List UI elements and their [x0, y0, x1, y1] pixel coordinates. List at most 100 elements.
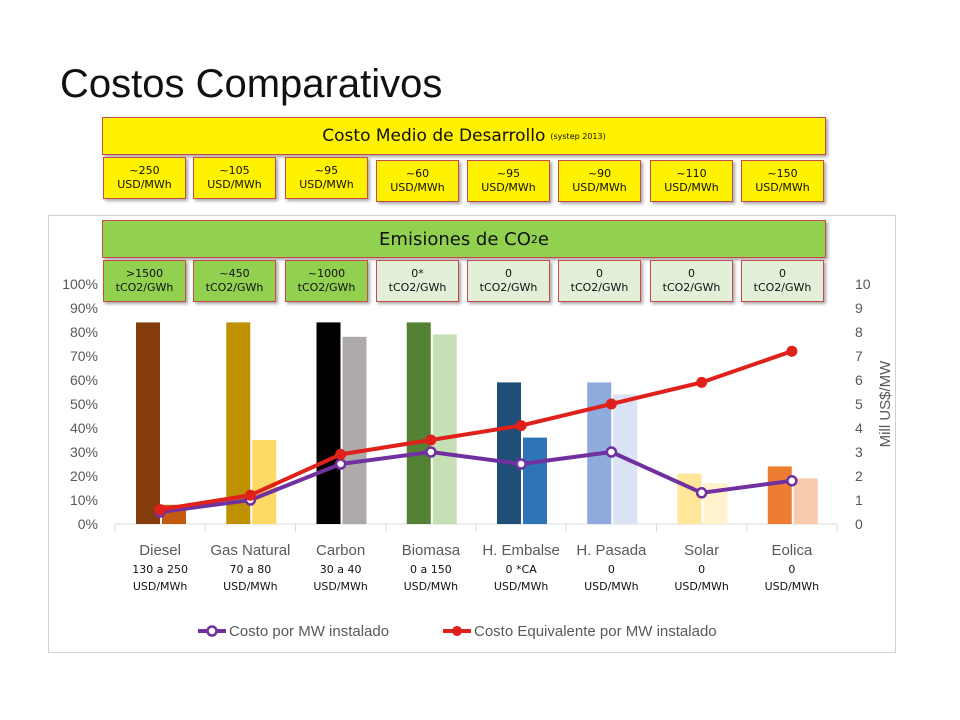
series-point-0 [695, 487, 708, 499]
y-right-tick-label: 1 [855, 492, 863, 508]
cost-box-unit: USD/MWh [299, 178, 354, 191]
y-right-tick-label: 6 [855, 372, 863, 388]
series-point-1 [244, 489, 256, 501]
cost-box: ~95 USD/MWh [285, 157, 368, 199]
y-left-tick-label: 90% [70, 300, 98, 316]
emission-box: 0 tCO2/GWh [741, 260, 824, 302]
emission-box-unit: tCO2/GWh [205, 281, 264, 294]
series-line-1 [159, 349, 793, 512]
bar-secondary [252, 440, 277, 524]
cost-box-unit: USD/MWh [572, 181, 627, 194]
series-point-0 [515, 458, 527, 470]
series-point-1 [154, 504, 166, 516]
y-left-tick-label: 60% [70, 372, 98, 388]
bar-primary [406, 322, 431, 524]
emissions-banner: Emisiones de CO 2 e [102, 220, 826, 258]
bar-primary [136, 322, 160, 524]
emission-box: ~450 tCO2/GWh [193, 260, 276, 302]
bar-secondary [342, 336, 367, 524]
category-note-line1: 0 [698, 563, 705, 576]
x-tick-label: Diesel [139, 542, 181, 559]
cost-box: ~110 USD/MWh [650, 160, 733, 202]
category-note-line2: USD/MWh [313, 580, 368, 593]
series-line-0 [159, 450, 793, 514]
y-left-tick-label: 0% [78, 516, 98, 532]
category-note-line2: USD/MWh [584, 580, 639, 593]
cost-box-value: ~105 [219, 164, 250, 177]
cost-box-value: ~60 [405, 167, 430, 180]
cost-box: ~250 USD/MWh [103, 157, 186, 199]
cost-banner: Costo Medio de Desarrollo (systep 2013) [102, 117, 826, 155]
emission-box-value: ~1000 [307, 267, 346, 280]
emission-box-value: >1500 [125, 267, 164, 280]
cost-box: ~60 USD/MWh [376, 160, 459, 202]
y-right-tick-label: 8 [855, 324, 863, 340]
emission-box-value: 0* [411, 267, 424, 280]
emission-box-value: ~450 [219, 267, 250, 280]
y-right-tick-label: 7 [855, 348, 863, 364]
series-point-0 [605, 446, 618, 458]
emission-box: >1500 tCO2/GWh [103, 260, 186, 302]
y-left-tick-label: 70% [70, 348, 98, 364]
emissions-banner-suffix: e [537, 228, 549, 250]
cost-box: ~90 USD/MWh [558, 160, 641, 202]
y-left-tick-label: 100% [62, 276, 98, 292]
category-note-line2: USD/MWh [133, 580, 188, 593]
emission-box-unit: tCO2/GWh [570, 281, 629, 294]
y-right-tick-label: 9 [855, 300, 863, 316]
emission-box-unit: tCO2/GWh [297, 281, 356, 294]
x-tick-label: H. Embalse [482, 542, 560, 559]
category-note-line1: 30 a 40 [320, 563, 362, 576]
category-note-line1: 0 [788, 563, 795, 576]
category-note-line2: USD/MWh [404, 580, 459, 593]
series-point-0 [786, 475, 798, 487]
series-point-1 [786, 345, 798, 357]
emission-box: 0* tCO2/GWh [376, 260, 459, 302]
category-note-line2: USD/MWh [674, 580, 729, 593]
emission-box-unit: tCO2/GWh [479, 281, 538, 294]
bar-secondary [523, 437, 547, 524]
x-tick-label: Gas Natural [210, 542, 290, 559]
y-right-axis-label: Mill US$/MW [877, 360, 894, 448]
emission-box-value: 0 [688, 267, 695, 280]
emission-box-unit: tCO2/GWh [115, 281, 174, 294]
cost-box-unit: USD/MWh [664, 181, 719, 194]
emission-box: 0 tCO2/GWh [650, 260, 733, 302]
emission-box-unit: tCO2/GWh [662, 281, 721, 294]
series-point-0 [425, 446, 437, 458]
category-note-line1: 0 *CA [506, 563, 538, 576]
series-point-1 [335, 448, 347, 460]
legend-marker-1 [452, 626, 462, 636]
series-point-1 [605, 398, 617, 410]
category-note-line1: 0 a 150 [410, 563, 452, 576]
emission-box: ~1000 tCO2/GWh [285, 260, 368, 302]
y-right-tick-label: 2 [855, 468, 863, 484]
x-tick-label: Solar [684, 542, 719, 559]
legend-label-1: Costo Equivalente por MW instalado [474, 623, 717, 640]
emission-box-value: 0 [596, 267, 603, 280]
cost-box-value: ~95 [314, 164, 339, 177]
cost-box-unit: USD/MWh [481, 181, 536, 194]
emission-box-value: 0 [505, 267, 512, 280]
bar-primary [497, 382, 521, 524]
series-point-1 [696, 376, 708, 388]
y-right-tick-label: 4 [855, 420, 863, 436]
y-left-tick-label: 80% [70, 324, 98, 340]
x-tick-label: Eolica [771, 542, 813, 559]
category-note-line2: USD/MWh [223, 580, 278, 593]
y-left-tick-label: 40% [70, 420, 98, 436]
chart-frame [48, 215, 896, 653]
y-left-tick-label: 30% [70, 444, 98, 460]
bar-secondary [432, 334, 457, 524]
category-note-line1: 130 a 250 [132, 563, 188, 576]
category-note-line1: 0 [608, 563, 615, 576]
cost-box-unit: USD/MWh [755, 181, 810, 194]
cost-box-value: ~110 [676, 167, 707, 180]
legend-marker-0 [206, 625, 218, 637]
emission-box-unit: tCO2/GWh [753, 281, 812, 294]
x-tick-label: Biomasa [402, 542, 461, 559]
series-point-1 [515, 420, 527, 432]
x-tick-label: H. Pasada [576, 542, 647, 559]
cost-box: ~150 USD/MWh [741, 160, 824, 202]
emission-box-value: 0 [779, 267, 786, 280]
